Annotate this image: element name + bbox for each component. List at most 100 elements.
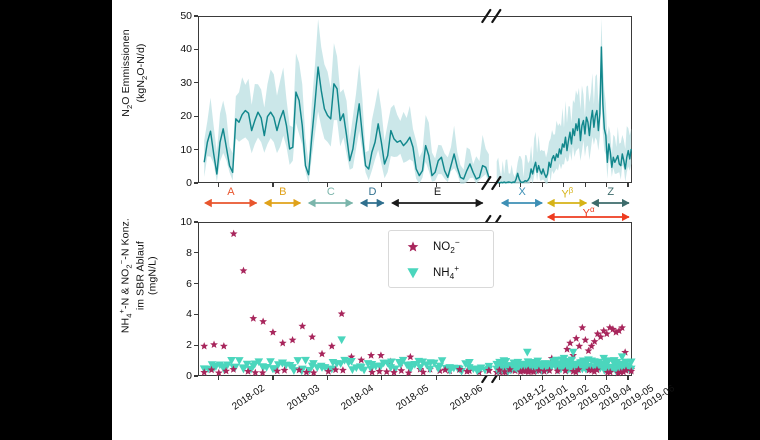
- no2-data-point: [612, 328, 620, 336]
- no2-data-point: [609, 325, 617, 333]
- nh4-data-point: [588, 364, 598, 372]
- n2o-emissions-chart: [203, 18, 632, 184]
- phase-label-d: D: [368, 186, 377, 198]
- no2-data-point: [529, 367, 538, 376]
- top-y-axis-label: N2O Emmissionen (kgN2O-N/d): [120, 0, 150, 158]
- phase-label-b: B: [279, 186, 287, 198]
- y-tick-mark: [194, 252, 198, 254]
- bottom-y-axis-label-line2: im SBR Ablauf: [133, 241, 146, 311]
- x-tick-mark: [606, 183, 608, 187]
- top-y-axis-label-line2: (kgN2O-N/d): [135, 43, 150, 103]
- x-tick-mark: [606, 376, 608, 380]
- y-tick-mark: [194, 82, 198, 84]
- y-tick-mark: [194, 313, 198, 316]
- top-plot-panel: [198, 16, 632, 184]
- nh4-data-point: [617, 353, 627, 362]
- no2-data-point: [244, 367, 252, 375]
- x-tick-mark: [272, 376, 274, 380]
- phase-label-e: E: [433, 186, 442, 198]
- no2-data-point: [239, 266, 248, 275]
- no2-data-point: [390, 368, 398, 376]
- legend-label: NH4+: [433, 264, 460, 282]
- y-tick-label: 30: [180, 76, 192, 89]
- no2-data-point: [599, 326, 608, 335]
- no2-data-point: [419, 368, 428, 376]
- y-tick-label: 10: [180, 216, 192, 228]
- y-tick-mark: [194, 48, 198, 51]
- x-tick-mark: [217, 376, 220, 380]
- no2-data-point: [295, 365, 304, 374]
- nh4-data-point: [410, 360, 420, 369]
- nh4-data-point: [337, 336, 346, 345]
- y-tick-mark: [194, 375, 198, 377]
- no2-data-point: [302, 368, 311, 376]
- x-tick-mark: [584, 183, 586, 187]
- nh4-data-point: [430, 359, 439, 368]
- phase-label-a: A: [227, 186, 235, 198]
- no2-data-point: [524, 367, 533, 376]
- no2-data-point: [200, 342, 209, 350]
- no2-data-point: [566, 339, 575, 347]
- x-tick-label: 2018-04: [339, 383, 377, 413]
- x-tick-mark: [563, 376, 565, 380]
- no2-data-point: [584, 346, 593, 355]
- nh4-data-point: [499, 357, 509, 365]
- nh4-data-point: [301, 356, 310, 365]
- x-tick-mark: [520, 183, 522, 187]
- x-tick-mark: [381, 376, 383, 380]
- no2-data-point: [280, 366, 289, 374]
- no2-data-point: [571, 368, 580, 376]
- y-tick-mark: [194, 149, 198, 151]
- y-tick-label: 0: [186, 177, 192, 189]
- no2-data-point: [331, 365, 340, 374]
- nh4-data-point: [375, 362, 385, 371]
- no2-data-point: [269, 328, 277, 336]
- nh4-data-point: [425, 365, 435, 374]
- phase-label-z: Z: [607, 186, 615, 198]
- chart-legend: NO2− NH4+: [388, 230, 494, 288]
- nh4-data-point: [398, 356, 408, 365]
- no2-marker-icon: [403, 234, 423, 260]
- no2-data-point: [602, 329, 611, 338]
- no2-data-point: [506, 365, 514, 373]
- no2-data-point: [593, 365, 601, 374]
- nh4-data-point: [242, 360, 252, 369]
- no2-data-point: [435, 366, 444, 375]
- nh4-data-point: [480, 366, 490, 375]
- no2-data-point: [382, 367, 391, 376]
- no2-data-point: [603, 368, 612, 376]
- no2-data-point: [278, 339, 287, 347]
- no2-data-point: [605, 323, 614, 332]
- x-tick-mark: [627, 183, 629, 187]
- x-tick-mark: [541, 376, 543, 380]
- nh4-data-point: [203, 365, 213, 374]
- no2-data-point: [590, 367, 599, 376]
- y-tick-label: 20: [180, 110, 192, 123]
- y-tick-label: 0: [186, 370, 192, 382]
- effluent-concentration-chart: [199, 229, 636, 377]
- x-tick-mark: [435, 183, 437, 187]
- x-tick-mark: [563, 183, 565, 187]
- no2-data-point: [327, 342, 336, 350]
- nh4-data-point: [270, 365, 279, 373]
- no2-data-point: [337, 309, 346, 318]
- bottom-y-axis-label: NH4+-N & NO2−-N Konz. im SBR Ablauf (mgN/L…: [116, 178, 158, 374]
- nh4-marker-icon: [403, 260, 423, 286]
- no2-data-point: [516, 367, 525, 376]
- no2-data-point: [375, 367, 384, 375]
- nh4-data-point: [534, 360, 544, 369]
- x-tick-mark: [627, 376, 629, 380]
- no2-data-point: [622, 366, 630, 374]
- legend-entry: NH4+: [389, 260, 493, 286]
- nh4-data-point: [254, 358, 264, 367]
- no2-data-point: [563, 345, 571, 353]
- nh4-data-point: [285, 361, 295, 370]
- no2-data-point: [619, 367, 628, 376]
- x-tick-mark: [326, 376, 329, 380]
- n2o-iqr-band: [496, 18, 632, 184]
- no2-data-point: [298, 322, 307, 330]
- n2o-median-line: [496, 46, 632, 184]
- no2-data-point: [540, 367, 549, 375]
- phase-annotation-band: A B C D E X Yβ Z Yα: [198, 183, 632, 222]
- y-tick-mark: [194, 15, 198, 17]
